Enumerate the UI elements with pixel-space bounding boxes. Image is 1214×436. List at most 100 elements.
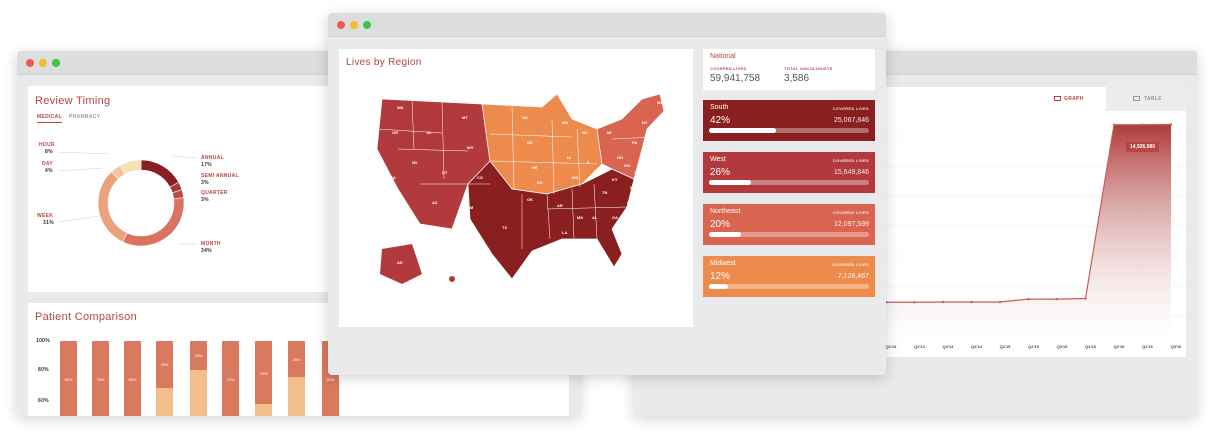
state-label-fl: FL bbox=[622, 250, 627, 255]
state-label-wa: WA bbox=[397, 105, 404, 110]
trend-point[interactable] bbox=[941, 300, 945, 304]
minimize-dot[interactable] bbox=[39, 59, 47, 67]
comparison-bar-label: 16% bbox=[194, 353, 203, 359]
region-name: Northeast bbox=[710, 208, 741, 215]
oncologists-value: 3,586 bbox=[784, 73, 810, 84]
trend-point[interactable] bbox=[1141, 123, 1144, 126]
region-percent: 20% bbox=[710, 219, 731, 230]
review-timing-donut bbox=[98, 159, 184, 247]
center-titlebar bbox=[328, 13, 886, 37]
tab-graph-label: GRAPH bbox=[1064, 96, 1084, 102]
donut-label-semi-annual: SEMI ANNUAL bbox=[201, 173, 239, 179]
state-label-ne: NE bbox=[532, 165, 538, 170]
state-label-pa: PA bbox=[632, 140, 637, 145]
donut-label-week: WEEK bbox=[37, 213, 54, 219]
trend-point[interactable] bbox=[913, 301, 916, 304]
comparison-bar-7[interactable]: 43% bbox=[255, 341, 272, 416]
region-alaska[interactable] bbox=[380, 244, 422, 284]
state-label-az: AZ bbox=[432, 200, 438, 205]
state-label-tn: TN bbox=[602, 190, 607, 195]
trend-panel: GRAPH TABLE 14,926,980 Q1'14 Q2'14 Q3'14 Q4… bbox=[886, 87, 1186, 357]
donut-label-annual: ANNUAL bbox=[201, 155, 224, 161]
oncologists-label: TOTAL ONCOLOGISTS bbox=[784, 66, 833, 71]
region-card-west[interactable]: West COVERED LIVES 26% 15,649,846 bbox=[703, 152, 875, 193]
tab-pharmacy[interactable]: PHARMACY bbox=[69, 114, 101, 120]
trend-xtick: Q2'15 bbox=[1028, 344, 1039, 349]
donut-leader-lines bbox=[57, 151, 199, 245]
tab-graph[interactable]: GRAPH bbox=[886, 87, 1106, 111]
region-progress-track bbox=[709, 232, 869, 237]
trend-xtick: Q1'14 bbox=[885, 344, 897, 349]
state-label-mo: MO bbox=[572, 175, 578, 180]
comparison-bar-2[interactable]: 75% bbox=[92, 341, 109, 416]
trend-xtick: Q2'16 bbox=[1142, 344, 1153, 349]
comparison-bar-6[interactable]: 72% bbox=[222, 341, 239, 416]
comparison-bar-5[interactable]: 16% bbox=[190, 341, 207, 416]
region-hawaii[interactable] bbox=[449, 276, 455, 282]
trend-point[interactable] bbox=[886, 301, 888, 304]
donut-pct-month: 34% bbox=[201, 248, 212, 254]
state-label-wy: WY bbox=[467, 145, 474, 150]
comparison-bar-4[interactable]: 35% bbox=[156, 341, 173, 416]
region-south[interactable] bbox=[467, 160, 635, 280]
trend-point[interactable] bbox=[998, 300, 1002, 304]
state-label-ms: MS bbox=[577, 215, 583, 220]
state-label-wi: WI bbox=[582, 130, 587, 135]
tab-medical[interactable]: MEDICAL bbox=[37, 114, 62, 123]
maximize-dot[interactable] bbox=[52, 59, 60, 67]
state-label-hi: HI bbox=[457, 277, 461, 282]
comparison-bar-1[interactable]: 50% bbox=[60, 341, 77, 416]
close-dot[interactable] bbox=[26, 59, 34, 67]
region-progress-fill bbox=[709, 128, 777, 133]
state-label-ks: KS bbox=[537, 180, 543, 185]
ytick-100: 100% bbox=[36, 338, 50, 344]
region-card-northeast[interactable]: Northeast COVERED LIVES 20% 12,097,599 bbox=[703, 204, 875, 245]
donut-pct-annual: 17% bbox=[201, 162, 212, 168]
state-label-sc: SC bbox=[627, 200, 633, 205]
state-label-va: VA bbox=[634, 170, 639, 175]
region-covered-label: COVERED LIVES bbox=[832, 158, 869, 163]
state-label-ok: OK bbox=[527, 197, 533, 202]
state-label-me: ME bbox=[657, 100, 663, 105]
trend-point[interactable] bbox=[970, 300, 973, 304]
review-timing-title: Review Timing bbox=[35, 95, 111, 107]
close-dot[interactable] bbox=[337, 21, 345, 29]
region-progress-track bbox=[709, 180, 869, 185]
trend-point[interactable] bbox=[1084, 297, 1087, 300]
trend-xtick: Q2'14 bbox=[914, 344, 925, 349]
donut-pct-day: 4% bbox=[45, 168, 53, 174]
trend-point[interactable] bbox=[1112, 123, 1116, 126]
region-percent: 26% bbox=[710, 167, 731, 178]
map-panel: Lives by Region bbox=[339, 49, 693, 327]
region-percent: 12% bbox=[710, 271, 731, 282]
trend-point[interactable] bbox=[1055, 297, 1059, 301]
map-title: Lives by Region bbox=[346, 57, 422, 68]
covered-lives-value: 59,941,758 bbox=[710, 73, 761, 84]
comparison-bar-8[interactable]: 25% bbox=[288, 341, 305, 416]
state-label-in: IN bbox=[602, 165, 606, 170]
region-progress-fill bbox=[709, 232, 741, 237]
us-region-map[interactable]: WA OR CA ID NV MT WY UT AZ CO NM ND SD NE KS MN IA MO WI IL… bbox=[372, 89, 682, 289]
region-value: 15,649,846 bbox=[833, 169, 869, 176]
minimize-dot[interactable] bbox=[350, 21, 358, 29]
comparison-bar-label: 25% bbox=[292, 357, 301, 362]
national-summary: National COVERED LIVES 59,941,758 TOTAL … bbox=[703, 49, 875, 90]
state-label-ca: CA bbox=[390, 175, 396, 180]
donut-slice-hour[interactable] bbox=[119, 159, 142, 175]
national-label: National bbox=[710, 53, 736, 60]
state-label-tx: TX bbox=[502, 225, 507, 230]
region-card-south[interactable]: South COVERED LIVES 42% 25,067,846 bbox=[703, 100, 875, 141]
comparison-bar-lower bbox=[255, 404, 272, 416]
region-card-midwest[interactable]: Midwest COVERED LIVES 12% 7,128,467 bbox=[703, 256, 875, 297]
comparison-bar-3[interactable]: 65% bbox=[124, 341, 141, 416]
comparison-bar-label: 72% bbox=[226, 376, 235, 382]
patient-comparison-title: Patient Comparison bbox=[35, 311, 138, 323]
state-label-nm: NM bbox=[467, 205, 474, 210]
state-label-ny: NY bbox=[642, 120, 648, 125]
region-progress-fill bbox=[709, 284, 729, 289]
trend-point[interactable] bbox=[1027, 297, 1030, 301]
maximize-dot[interactable] bbox=[363, 21, 371, 29]
region-northeast[interactable] bbox=[596, 93, 665, 180]
trend-point[interactable] bbox=[1169, 123, 1173, 126]
tab-table[interactable]: TABLE bbox=[1106, 87, 1186, 111]
